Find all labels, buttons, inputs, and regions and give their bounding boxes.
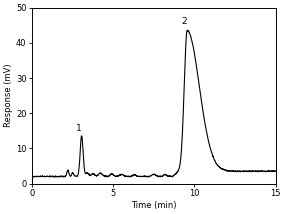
X-axis label: Time (min): Time (min) [131, 201, 177, 210]
Text: 2: 2 [181, 17, 187, 26]
Y-axis label: Response (mV): Response (mV) [4, 64, 13, 127]
Text: 1: 1 [76, 123, 81, 132]
